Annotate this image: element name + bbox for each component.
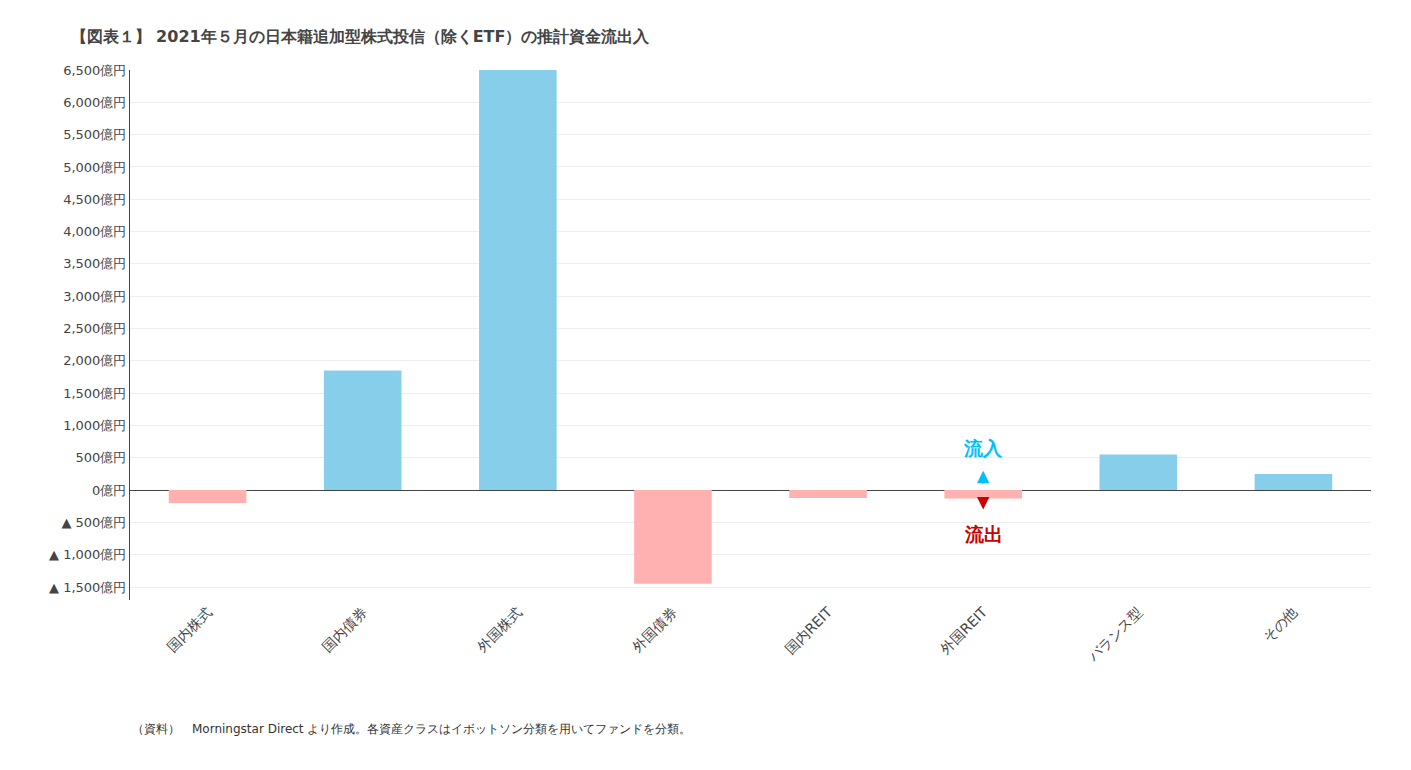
svg-text:外国株式: 外国株式 xyxy=(474,604,525,655)
svg-text:4,000億円: 4,000億円 xyxy=(63,224,126,239)
svg-text:3,500億円: 3,500億円 xyxy=(63,256,126,271)
svg-text:その他: その他 xyxy=(1259,604,1300,645)
svg-text:0億円: 0億円 xyxy=(92,483,126,498)
svg-text:3,000億円: 3,000億円 xyxy=(63,289,126,304)
svg-text:流入: 流入 xyxy=(963,437,1003,459)
svg-text:外国債券: 外国債券 xyxy=(629,604,680,655)
svg-text:外国REIT: 外国REIT xyxy=(937,603,991,657)
svg-text:5,500億円: 5,500億円 xyxy=(63,127,126,142)
svg-text:流出: 流出 xyxy=(964,523,1003,545)
svg-text:▲ 1,500億円: ▲ 1,500億円 xyxy=(49,580,126,595)
svg-text:バランス型: バランス型 xyxy=(1084,604,1146,666)
svg-text:国内株式: 国内株式 xyxy=(164,604,215,655)
svg-text:500億円: 500億円 xyxy=(76,450,127,465)
svg-text:【図表１】 2021年５月の日本籍追加型株式投信（除くETF: 【図表１】 2021年５月の日本籍追加型株式投信（除くETF）の推計資金流出入 xyxy=(71,27,651,46)
svg-text:6,500億円: 6,500億円 xyxy=(63,63,126,78)
svg-text:（資料） Morningstar Direct より作成。各: （資料） Morningstar Direct より作成。各資産クラスはイボット… xyxy=(132,722,691,736)
svg-text:1,500億円: 1,500億円 xyxy=(63,386,126,401)
svg-text:2,500億円: 2,500億円 xyxy=(63,321,126,336)
svg-text:国内債券: 国内債券 xyxy=(319,604,370,655)
svg-text:▲ 1,000億円: ▲ 1,000億円 xyxy=(49,547,126,562)
svg-text:国内REIT: 国内REIT xyxy=(782,603,836,657)
svg-text:1,000億円: 1,000億円 xyxy=(63,418,126,433)
svg-text:5,000億円: 5,000億円 xyxy=(63,160,126,175)
svg-text:6,000億円: 6,000億円 xyxy=(63,95,126,110)
svg-text:4,500億円: 4,500億円 xyxy=(63,192,126,207)
svg-text:2,000億円: 2,000億円 xyxy=(63,353,126,368)
svg-text:▲ 500億円: ▲ 500億円 xyxy=(61,515,126,530)
